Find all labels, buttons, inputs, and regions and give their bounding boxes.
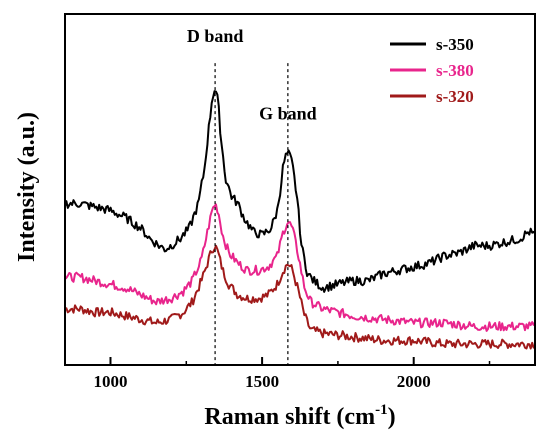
axis-ticks: 1000 1500 2000 [93, 357, 491, 391]
series-lines [64, 90, 536, 350]
x-tick-label: 1000 [93, 372, 127, 391]
annotations: D band G band [187, 26, 317, 123]
x-axis-title: Raman shift (cm-1) [204, 402, 395, 430]
x-tick-label: 1500 [245, 372, 279, 391]
band-annotation: D band [187, 26, 244, 46]
legend-label: s-350 [436, 35, 474, 54]
x-tick-label: 2000 [397, 372, 431, 391]
reference-lines [214, 63, 289, 365]
band-annotation: G band [259, 103, 317, 123]
series-line-s-320 [64, 244, 536, 350]
legend-label: s-380 [436, 61, 474, 80]
legend: s-350 s-380 s-320 [390, 35, 474, 106]
series-line-s-380 [64, 203, 536, 332]
plot-frame [64, 13, 536, 366]
series-line-s-350 [64, 90, 536, 293]
y-axis-title: Intensity (a.u.) [14, 112, 40, 262]
legend-label: s-320 [436, 87, 474, 106]
